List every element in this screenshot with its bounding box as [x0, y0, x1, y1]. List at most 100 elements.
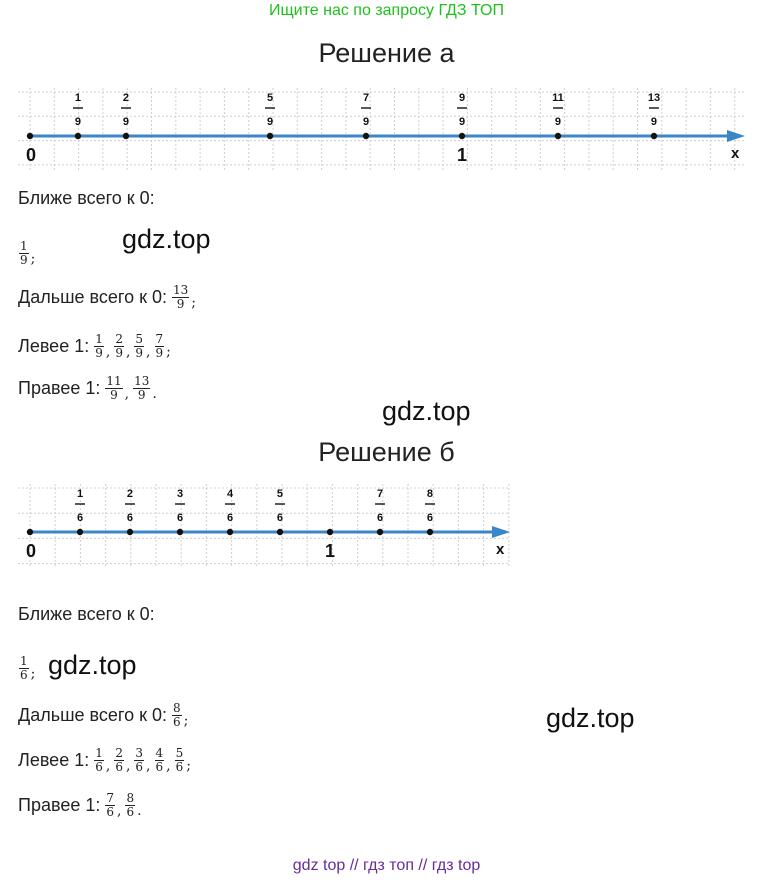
watermark: gdz.top — [48, 650, 137, 680]
axis-arrow-icon — [727, 130, 745, 142]
part-a-closest-row: 1 9; — [18, 240, 38, 267]
fraction-numerator: 13 — [133, 374, 151, 389]
fraction-numerator: 1 — [19, 654, 29, 669]
point-numerator: 4 — [227, 488, 234, 500]
point-denominator: 6 — [427, 512, 433, 524]
point-denominator: 6 — [127, 512, 133, 524]
number-line-point — [426, 528, 434, 536]
punctuation: , — [166, 758, 171, 774]
part-a-title: Решение а — [318, 38, 455, 68]
part-b-right-row: Правее 1: 7 6, 8 6. — [18, 791, 145, 820]
point-denominator: 6 — [377, 512, 383, 524]
fraction-denominator: 9 — [137, 388, 146, 402]
fraction-numerator: 7 — [105, 791, 115, 806]
number-line-point — [74, 132, 82, 140]
part-a-closest-label: Ближе всего к 0: — [18, 188, 155, 208]
point-denominator: 6 — [177, 512, 183, 524]
zero-label: 0 — [26, 541, 36, 561]
fraction-denominator: 6 — [155, 760, 164, 774]
one-label: 1 — [457, 145, 467, 165]
footer-links[interactable]: gdz top // гдз топ // гдз top — [292, 857, 481, 874]
fraction-numerator: 13 — [171, 283, 190, 298]
number-line-point — [122, 132, 130, 140]
grid — [18, 484, 510, 568]
point-numerator: 5 — [277, 488, 283, 500]
point-denominator: 6 — [277, 512, 283, 524]
point-denominator: 9 — [267, 116, 273, 128]
number-line-point — [376, 528, 384, 536]
punctuation: ; — [186, 758, 191, 774]
point-numerator: 8 — [427, 488, 433, 500]
number-line-point — [276, 528, 284, 536]
top-banner[interactable]: Ищите нас по запросу ГДЗ ТОП — [269, 2, 504, 19]
point-numerator: 3 — [177, 488, 183, 500]
fraction-numerator: 1 — [94, 332, 104, 347]
fraction-numerator: 2 — [114, 332, 124, 347]
punctuation: , — [146, 758, 151, 774]
row-label: Правее 1: — [18, 378, 101, 398]
part-a-farthest-row: Дальше всего к 0: 13 9; — [18, 283, 199, 312]
fraction-denominator: 6 — [172, 715, 181, 729]
punctuation: , — [125, 344, 131, 360]
punctuation: , — [146, 344, 151, 360]
fraction-denominator: 9 — [95, 346, 103, 360]
point-numerator: 1 — [75, 92, 81, 104]
fraction-numerator: 7 — [154, 332, 165, 347]
part-b-title: Решение б — [318, 437, 455, 467]
fraction-numerator: 1 — [19, 239, 29, 254]
punctuation: . — [137, 803, 142, 819]
punctuation: , — [105, 344, 111, 360]
part-b-farthest-row: Дальше всего к 0: 8 6; — [18, 701, 191, 730]
fraction-denominator: 6 — [115, 760, 123, 774]
punctuation: ; — [30, 251, 36, 267]
point-denominator: 6 — [77, 512, 83, 524]
part-a-number-line: 0 1 x 1 9 2 9 5 9 7 9 9 9 11 9 13 9 — [18, 88, 745, 172]
point-numerator: 1 — [77, 488, 83, 500]
fraction: 13 9 — [171, 283, 190, 311]
fraction-numerator: 1 — [94, 746, 104, 761]
watermark: gdz.top — [546, 703, 635, 733]
fraction-numerator: 8 — [125, 791, 136, 806]
punctuation: , — [117, 803, 122, 819]
fraction-denominator: 9 — [20, 253, 28, 267]
origin-point — [26, 132, 34, 140]
number-line-point — [458, 132, 466, 140]
number-line-point — [266, 132, 274, 140]
row-label: Дальше всего к 0: — [18, 705, 167, 725]
point-denominator: 9 — [363, 116, 369, 128]
point-numerator: 2 — [123, 92, 129, 104]
zero-label: 0 — [26, 145, 36, 165]
part-b-closest-row: 1 6; — [18, 655, 38, 682]
fraction-denominator: 6 — [106, 805, 114, 819]
fraction-denominator: 6 — [135, 760, 144, 774]
fraction-numerator: 8 — [171, 701, 182, 716]
part-b-number-line: 0 1 x 1 6 2 6 3 6 4 6 5 6 7 6 8 6 — [18, 484, 510, 568]
fraction-denominator: 9 — [115, 346, 123, 360]
point-denominator: 9 — [651, 116, 657, 128]
fraction: 13 9 — [133, 374, 151, 402]
axis-label: x — [496, 541, 505, 558]
axis-arrow-icon — [492, 526, 510, 538]
fraction-denominator: 6 — [175, 760, 184, 774]
point-denominator: 9 — [555, 116, 561, 128]
fraction-denominator: 9 — [135, 346, 144, 360]
unit-point — [326, 528, 334, 536]
number-line-point — [650, 132, 658, 140]
number-line-point — [362, 132, 370, 140]
punctuation: , — [105, 758, 111, 774]
point-numerator: 9 — [459, 92, 465, 104]
point-numerator: 13 — [648, 92, 660, 104]
point-denominator: 9 — [459, 116, 465, 128]
axis-label: x — [731, 145, 740, 162]
number-line-point — [176, 528, 184, 536]
punctuation: ; — [183, 713, 189, 729]
fraction-numerator: 11 — [105, 374, 123, 389]
fraction-denominator: 9 — [176, 297, 185, 311]
part-b-closest-label: Ближе всего к 0: — [18, 604, 155, 624]
